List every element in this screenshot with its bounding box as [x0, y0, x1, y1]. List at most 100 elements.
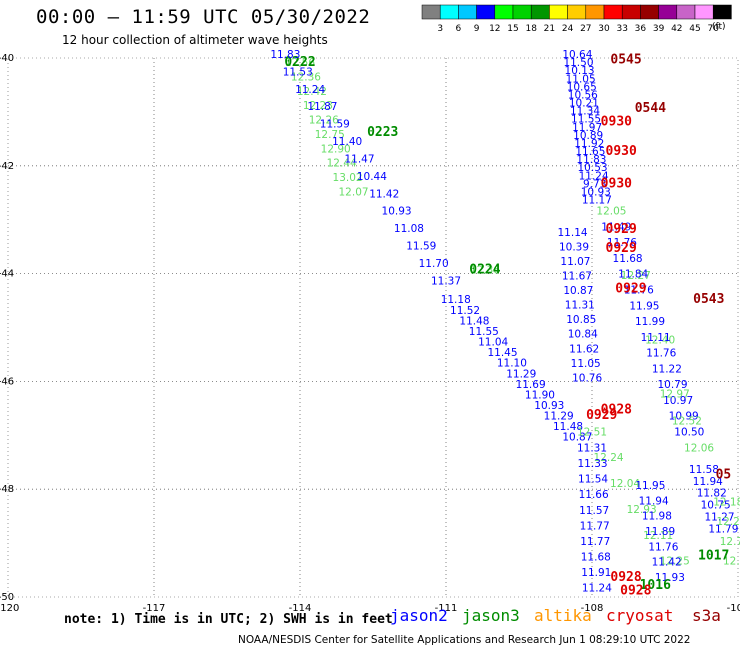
wave-height-label: 10.64	[562, 49, 592, 61]
longitude-tick-label: -105	[727, 603, 740, 614]
wave-height-label: 10.84	[568, 329, 598, 341]
pass-time-label: 0930	[601, 176, 632, 191]
wave-height-label: 11.82	[697, 488, 727, 500]
latitude-tick-label: -48	[0, 484, 14, 495]
latitude-tick-label: -40	[0, 53, 14, 64]
wave-height-label: 11.84	[618, 269, 648, 281]
colorbar-tick-label: 27	[580, 24, 591, 34]
wave-height-label: 12.36	[291, 71, 321, 83]
colorbar-tick-label: 36	[635, 24, 647, 34]
colorbar-swatch	[530, 4, 550, 20]
legend-entry-jason3: jason3	[462, 606, 520, 625]
wave-height-label: 11.14	[558, 227, 588, 239]
wave-height-label: 12.74	[720, 536, 740, 548]
page-title: 00:00 – 11:59 UTC 05/30/2022	[36, 6, 371, 28]
longitude-tick-label: -117	[143, 603, 166, 614]
colorbar-swatch	[458, 4, 477, 20]
wave-height-label: 10.97	[663, 395, 693, 407]
wave-height-label: 11.48	[459, 315, 489, 327]
wave-height-label: 11.59	[320, 119, 350, 131]
colorbar-swatch	[439, 4, 459, 20]
wave-height-label: 11.31	[565, 300, 595, 312]
wave-height-label: 12.75	[315, 129, 345, 141]
wave-height-label: 11.91	[581, 567, 611, 579]
wave-height-label: 10.75	[701, 500, 731, 512]
wave-height-label: 11.47	[344, 153, 374, 165]
pass-time-label: 0930	[606, 144, 637, 159]
wave-height-label: 11.45	[487, 347, 517, 359]
pass-time-label: 1016	[640, 578, 671, 593]
wave-height-label: 11.08	[394, 223, 424, 235]
wave-height-label: 11.99	[635, 316, 665, 328]
wave-height-label: 12.26	[309, 115, 339, 127]
colorbar-tick-label: 9	[474, 24, 480, 34]
wave-height-label: 11.79	[708, 523, 738, 535]
wave-height-label: 11.76	[624, 285, 654, 297]
latitude-tick-label: -44	[0, 269, 14, 280]
wave-height-label: 11.94	[693, 476, 723, 488]
wave-height-label: 13.02	[333, 172, 363, 184]
wave-height-label: 12.25	[716, 516, 740, 528]
colorbar-tick-label: 70	[707, 24, 719, 34]
wave-height-label: 12.51	[577, 426, 607, 438]
wave-height-label: 11.70	[419, 258, 449, 270]
wave-height-label: 12.97	[660, 389, 690, 401]
pass-time-label: 0929	[586, 408, 617, 423]
wave-height-label: 12.27	[621, 270, 651, 282]
wave-height-label: 11.62	[569, 343, 599, 355]
pass-time-label: 1017	[698, 548, 729, 563]
wave-height-label: 10.21	[569, 98, 599, 110]
pass-time-label: 0543	[693, 292, 724, 307]
colorbar-swatch	[640, 4, 659, 20]
colorbar-swatch	[567, 4, 587, 20]
longitude-tick-label: -108	[581, 603, 604, 614]
colorbar-swatch	[494, 4, 514, 20]
wave-height-label: 12.42	[297, 86, 327, 98]
wave-height-label: 11.76	[607, 237, 637, 249]
wave-height-label: 11.76	[646, 348, 676, 360]
pass-time-label: 0545	[610, 52, 641, 67]
pass-time-label: 0224	[469, 263, 500, 278]
wave-height-label: 11.67	[562, 271, 592, 283]
wave-height-label: 12.24	[594, 452, 624, 464]
wave-height-label: 10.79	[657, 379, 687, 391]
wave-height-label: 11.52	[450, 305, 480, 317]
wave-height-label: 11.11	[641, 332, 671, 344]
colorbar-tick-label: 3	[437, 24, 443, 34]
wave-height-label: 10.85	[566, 314, 596, 326]
wave-height-label: 11.29	[544, 411, 574, 423]
pass-time-label: 0222	[284, 55, 315, 70]
wave-height-label: 12.06	[684, 442, 714, 454]
wave-height-label: 11.37	[431, 275, 461, 287]
longitude-tick-label: -120	[0, 603, 19, 614]
wave-height-label: 11.97	[572, 122, 602, 134]
wave-height-label: 11.07	[560, 256, 590, 268]
wave-height-label: 12.07	[339, 186, 369, 198]
colorbar-swatch	[603, 4, 623, 20]
wave-height-label: 10.76	[572, 372, 602, 384]
wave-height-label: 11.24	[582, 583, 612, 595]
wave-height-label: 11.76	[648, 541, 678, 553]
wave-height-label: 12.05	[596, 205, 626, 217]
legend-entry-altika: altika	[534, 606, 592, 625]
colorbar-swatch	[585, 4, 605, 20]
wave-height-label: 10.93	[534, 400, 564, 412]
wave-height-label: 11.87	[307, 101, 337, 113]
footnote: note: 1) Time is in UTC; 2) SWH is in fe…	[64, 612, 393, 627]
wave-height-label: 11.94	[639, 495, 669, 507]
wave-height-label: 11.69	[516, 379, 546, 391]
latitude-tick-label: -46	[0, 376, 14, 387]
wave-height-label: 11.18	[441, 294, 471, 306]
pass-time-label: 0929	[606, 222, 637, 237]
wave-height-label: 12.90	[321, 143, 351, 155]
wave-height-label: 10.89	[573, 130, 603, 142]
wave-height-label: 12.40	[645, 335, 675, 347]
wave-height-label: 11.77	[580, 520, 610, 532]
wave-height-label: 10.87	[563, 285, 593, 297]
pass-time-label: 0928	[620, 583, 651, 598]
colorbar-swatch	[694, 4, 714, 20]
colorbar: 3 6 9 12 15 18 21 24 27 30 33 36 39 42 45 70	[421, 4, 732, 34]
colorbar-tick-label: 24	[562, 24, 574, 34]
